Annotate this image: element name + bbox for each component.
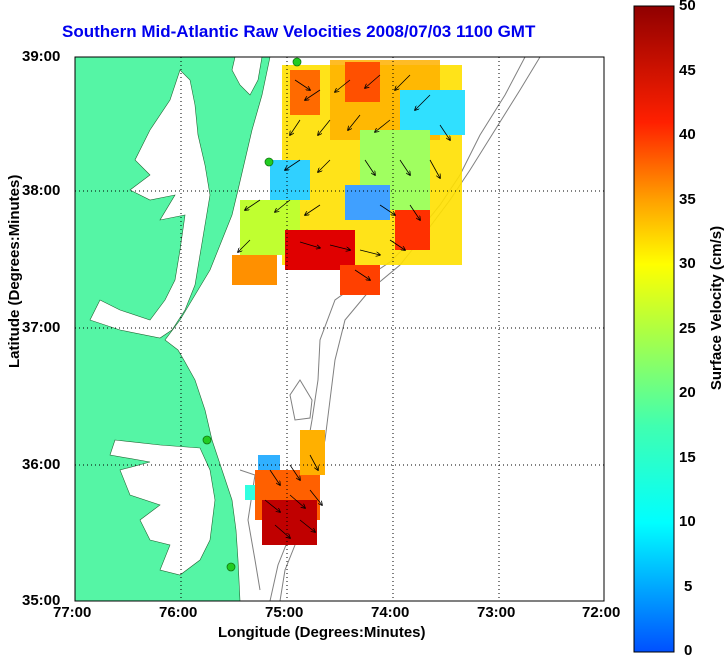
delaware-bay <box>231 57 263 96</box>
colorbar-tick-label: 35 <box>679 191 696 208</box>
station-4-icon <box>226 562 236 572</box>
station-2-icon <box>264 157 274 167</box>
colorbar-tick-label: 50 <box>679 0 696 14</box>
colorbar-label: Surface Velocity (cm/s) <box>708 225 724 391</box>
colorbar-tick-label: 45 <box>679 62 696 79</box>
chesapeake-bay <box>89 69 211 339</box>
station-3-icon <box>202 435 212 445</box>
x-axis-label: Longitude (Degrees:Minutes) <box>218 624 426 641</box>
y-tick-label: 35:00 <box>22 592 61 609</box>
map-grid <box>75 57 604 601</box>
x-tick-label: 76:00 <box>159 604 198 621</box>
colorbar-tick-label: 5 <box>684 578 693 595</box>
colorbar-tick-label: 40 <box>679 126 696 143</box>
y-axis-label: Latitude (Degrees:Minutes) <box>6 174 23 368</box>
colorbar-tick-label: 0 <box>684 642 693 659</box>
colorbar <box>633 5 675 653</box>
colorbar-tick-label: 20 <box>679 384 696 401</box>
x-tick-label: 73:00 <box>477 604 516 621</box>
colorbar-tick-label: 10 <box>679 513 696 530</box>
colorbar-tick-label: 25 <box>679 320 696 337</box>
radar-stations <box>202 57 302 572</box>
pamlico-sound <box>109 439 216 576</box>
x-tick-label: 72:00 <box>582 604 621 621</box>
x-tick-label: 74:00 <box>371 604 410 621</box>
station-1-icon <box>292 57 302 67</box>
y-tick-label: 38:00 <box>22 182 61 199</box>
colorbar-tick-label: 30 <box>679 255 696 272</box>
x-tick-label: 77:00 <box>53 604 92 621</box>
plot-frame <box>74 56 605 602</box>
y-tick-label: 36:00 <box>22 456 61 473</box>
velocity-vectors <box>238 74 450 538</box>
y-tick-label: 39:00 <box>22 48 61 65</box>
colorbar-tick-label: 15 <box>679 449 696 466</box>
y-tick-label: 37:00 <box>22 319 61 336</box>
velocity-field-north <box>232 60 465 295</box>
x-tick-label: 75:00 <box>265 604 304 621</box>
map-title: Southern Mid-Atlantic Raw Velocities 200… <box>62 22 536 41</box>
